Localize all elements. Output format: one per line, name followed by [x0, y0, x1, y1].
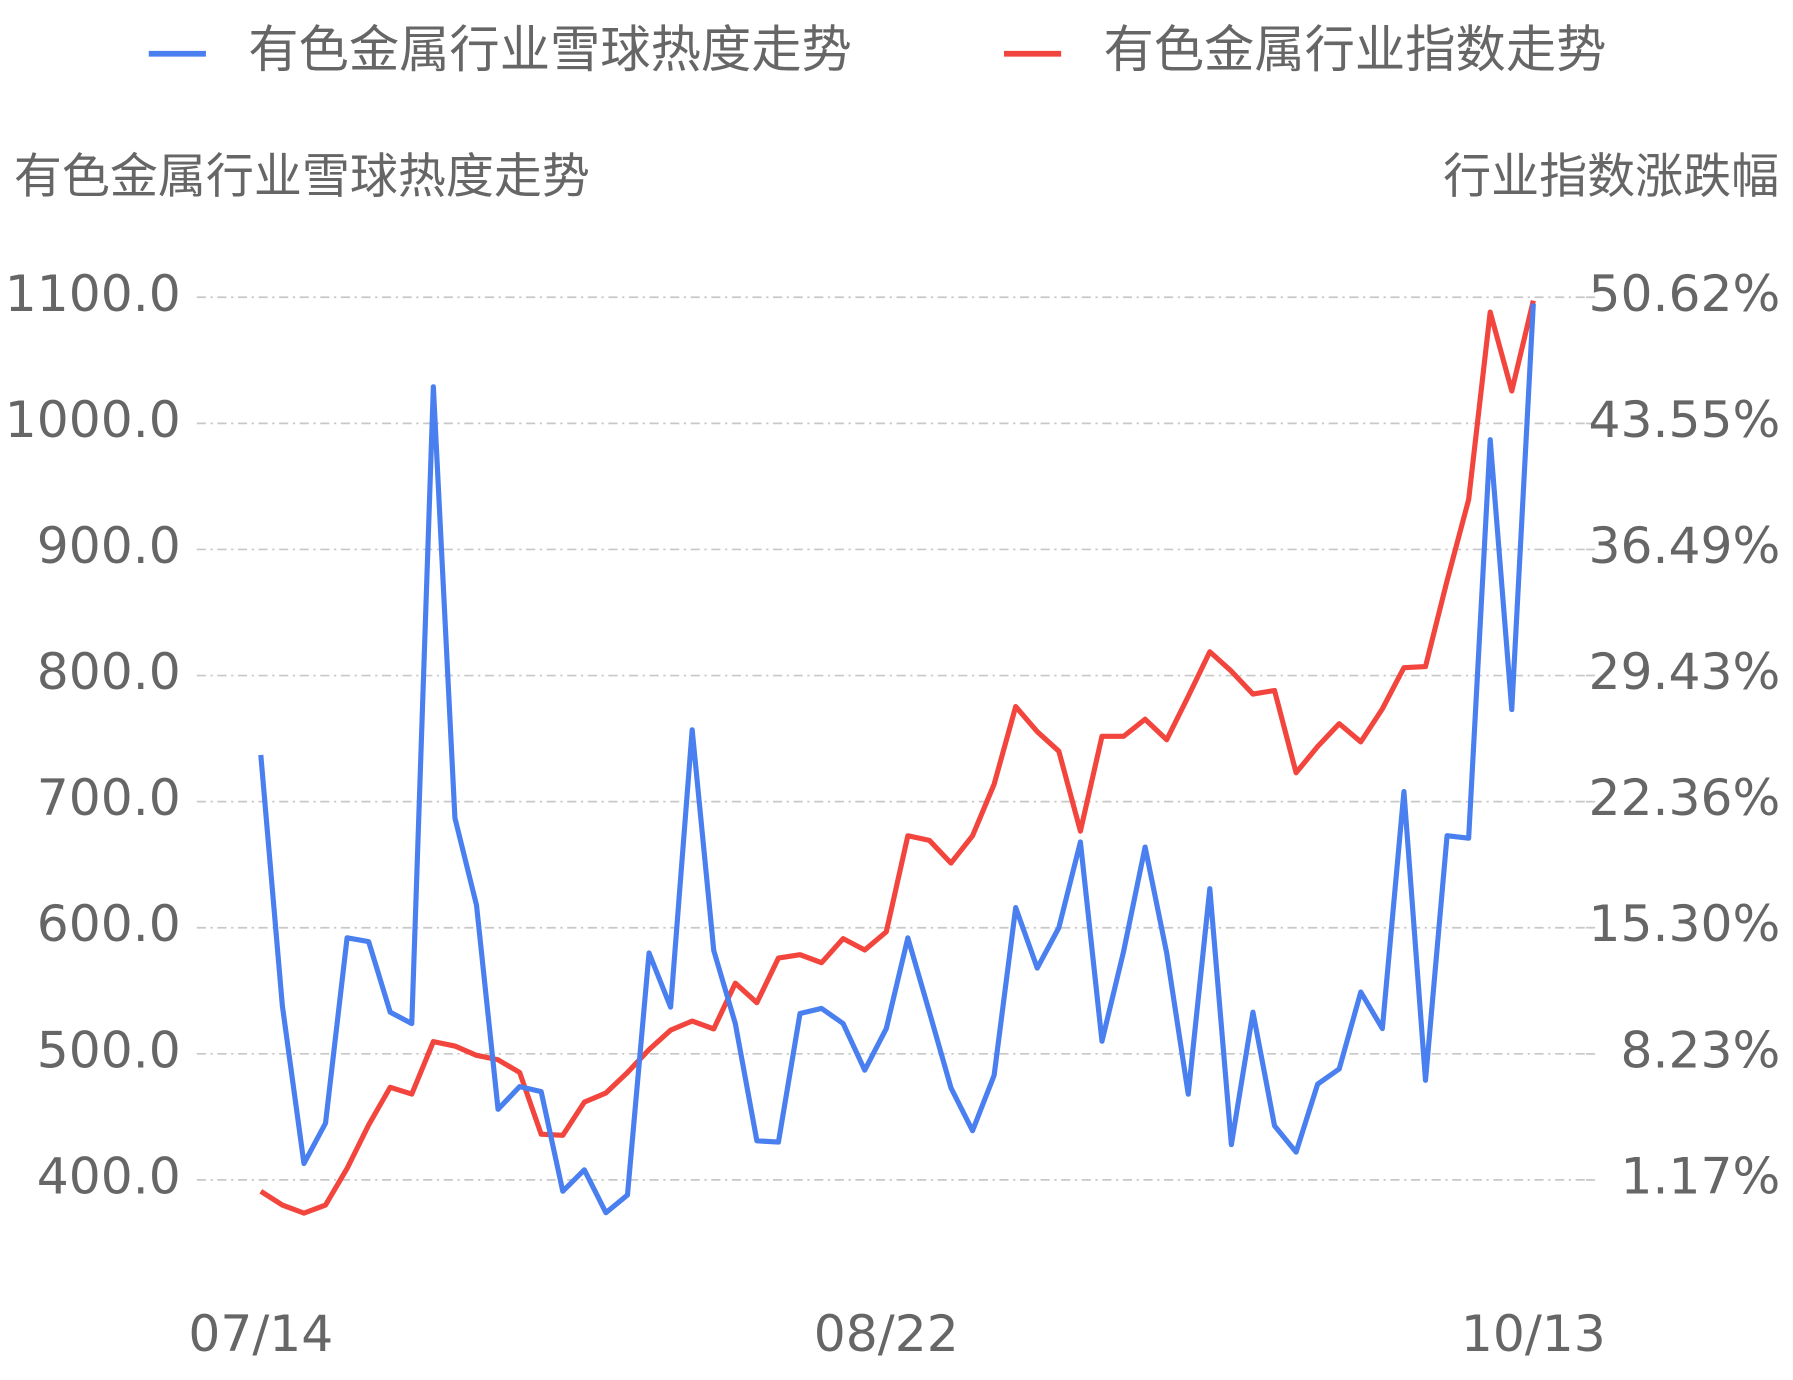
- y2-tick-label: 43.55%: [1588, 390, 1780, 449]
- y-axis-title: 有色金属行业雪球热度走势: [14, 149, 590, 205]
- legend-label: 有色金属行业雪球热度走势: [248, 20, 852, 79]
- y2-tick-label: 1.17%: [1621, 1146, 1781, 1205]
- y-tick-label: 900.0: [37, 516, 181, 575]
- x-tick-label: 10/13: [1461, 1304, 1606, 1363]
- y-tick-label: 600.0: [37, 894, 181, 953]
- line-series: [259, 300, 1536, 1216]
- y2-tick-label: 15.30%: [1588, 894, 1780, 953]
- y2-tick-label: 36.49%: [1588, 516, 1780, 575]
- y-tick-label: 1100.0: [5, 264, 181, 323]
- y2-tick-label: 50.62%: [1588, 264, 1780, 323]
- legend-label: 有色金属行业指数走势: [1103, 20, 1606, 79]
- y2-tick-label: 8.23%: [1621, 1020, 1781, 1079]
- y2-axis-title: 行业指数涨跌幅: [1443, 149, 1779, 205]
- y-tick-label: 700.0: [37, 768, 181, 827]
- x-tick-label: 07/14: [188, 1304, 333, 1363]
- y2-tick-label: 22.36%: [1588, 768, 1780, 827]
- y2-tick-label: 29.43%: [1588, 642, 1780, 701]
- x-tick-label: 08/22: [814, 1304, 959, 1363]
- y-tick-label: 400.0: [37, 1146, 181, 1205]
- y-tick-label: 500.0: [37, 1020, 181, 1079]
- y-tick-label: 1000.0: [5, 390, 181, 449]
- line-series: [258, 303, 1536, 1216]
- y-tick-label: 800.0: [37, 642, 181, 701]
